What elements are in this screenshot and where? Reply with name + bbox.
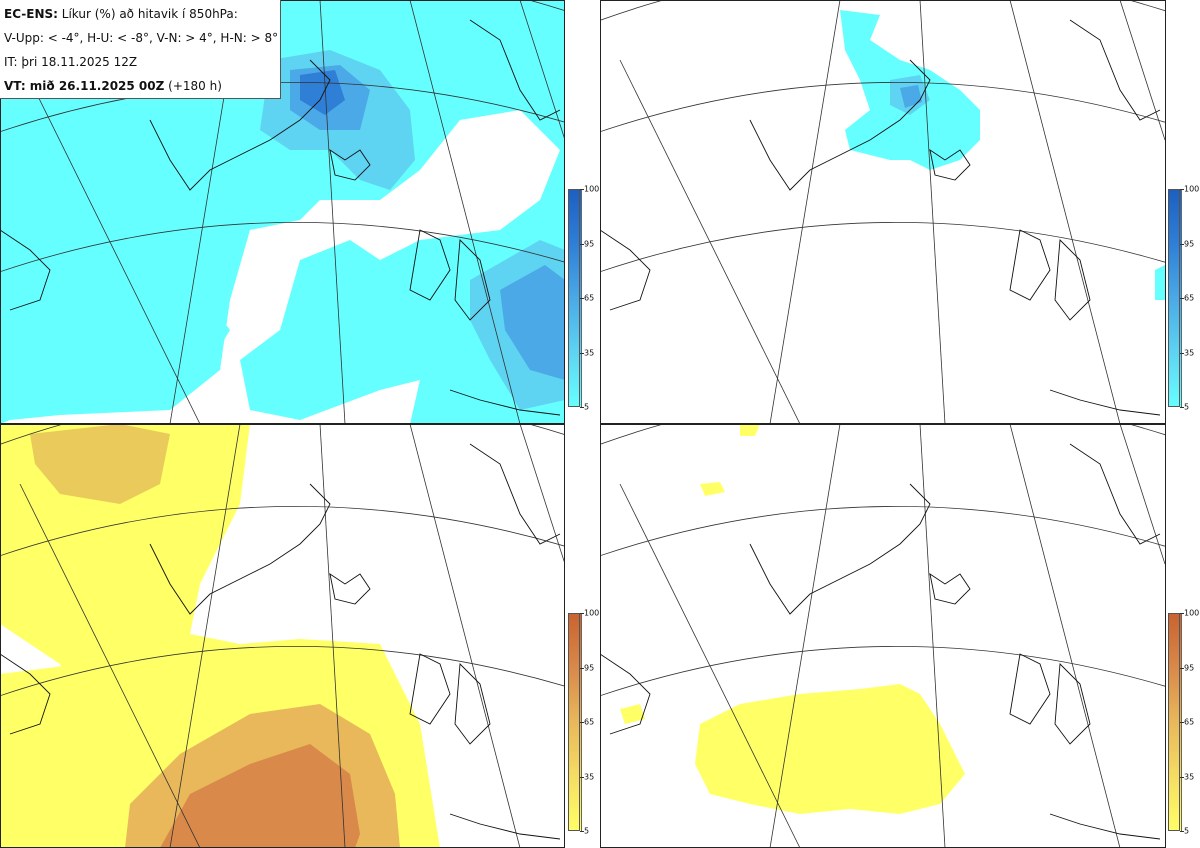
colorbar-tick [1180,298,1184,299]
colorbar-tick-label: 35 [1184,348,1195,357]
colorbar-tick-label: 95 [1184,239,1195,248]
colorbar-tick [580,243,584,245]
colorbar-tick [1180,831,1184,832]
prob-area-65 [160,744,360,848]
colorbar-tick [580,613,584,614]
colorbar-tick-label: 5 [1184,402,1190,412]
colorbar-tick [1180,613,1184,614]
colorbar-tick [580,831,584,832]
colorbar-tick-label: 5 [584,826,590,836]
coastlines [0,19,561,416]
info-initial: IT: þri 18.11.2025 12Z [4,55,138,69]
colorbar-warm-bottom-right: 5 35 65 95 100 [1168,609,1199,836]
colorbar-frame [568,189,580,407]
map-upper-left [0,0,565,424]
colorbar-tick-label: 65 [1184,293,1195,303]
colorbar-tick [1180,407,1184,408]
colorbar-cold-top-left: 5 35 65 95 100 [568,185,599,412]
colorbar-tick [580,298,584,299]
colorbar-frame [1168,613,1180,831]
colorbar-tick [580,407,584,408]
info-thresholds: V-Upp: < -4°, H-U: < -8°, V-N: > 4°, H-N… [4,31,279,45]
map-panel-lower-right [600,424,1165,848]
colorbar-cold-top-right: 5 35 65 95 100 [1168,185,1199,412]
prob-area-35 [30,424,170,504]
colorbar-tick [1180,189,1184,190]
graticule [600,424,1165,848]
map-upper-right [600,0,1165,424]
info-valid-row: VT: mið 26.11.2025 00Z (+180 h) [4,74,280,98]
colorbar-tick-label: 35 [1184,772,1195,781]
colorbar-tick [1180,722,1184,723]
prob-area-5-east [1155,265,1165,300]
colorbar-tick [580,189,584,190]
colorbar-tick [580,776,584,778]
colorbar-tick-label: 95 [584,663,595,672]
colorbar-frame [1168,189,1180,407]
info-title-row: EC-ENS: Líkur (%) að hitavik í 850hPa: [4,2,280,26]
prob-area-65-east [500,265,565,380]
prob-area-95 [300,70,345,115]
info-model: EC-ENS: [4,7,58,21]
colorbar-tick-label: 100 [584,184,600,194]
prob-area-5 [695,684,965,814]
colorbar-tick-label: 65 [584,293,595,303]
colorbar-tick-label: 65 [1184,717,1195,727]
map-panel-lower-left [0,424,565,848]
prob-area-5-west [620,704,645,724]
colorbar-tick-label: 100 [584,608,600,618]
info-lead: (+180 h) [168,79,222,93]
map-panel-upper-right [600,0,1165,424]
colorbar-tick [1180,667,1184,669]
colorbar-tick-label: 95 [584,239,595,248]
info-box: EC-ENS: Líkur (%) að hitavik í 850hPa: V… [0,0,281,99]
colorbar-tick-label: 35 [584,772,595,781]
colorbar-tick [580,722,584,723]
colorbar-tick [1180,243,1184,245]
colorbar-tick [1180,352,1184,354]
colorbar-tick-label: 5 [1184,826,1190,836]
graticule [0,424,565,848]
coastlines [0,443,561,840]
colorbar-tick [1180,776,1184,778]
colorbar-tick-label: 95 [1184,663,1195,672]
colorbar-tick-label: 100 [1184,184,1200,194]
colorbar-tick [580,352,584,354]
coastlines [600,443,1161,840]
colorbar-tick-label: 100 [1184,608,1200,618]
colorbar-warm-bottom-left: 5 35 65 95 100 [568,609,599,836]
colorbar-tick-label: 35 [584,348,595,357]
graticule [600,0,1165,424]
colorbar-tick-label: 65 [584,717,595,727]
prob-area-5-sw [0,664,120,848]
prob-area-5-small [700,482,725,496]
colorbar-tick [580,667,584,669]
info-valid: VT: mið 26.11.2025 00Z [4,79,165,93]
colorbar-frame [568,613,580,831]
info-title: Líkur (%) að hitavik í 850hPa: [61,7,238,21]
map-panel-upper-left [0,0,565,424]
colorbar-tick-label: 5 [584,402,590,412]
map-lower-right [600,424,1165,848]
prob-area-65 [900,85,922,108]
coastlines [600,19,1161,416]
prob-area-5-west [0,220,230,400]
map-lower-left [0,424,565,848]
prob-area-5-top [740,424,760,436]
